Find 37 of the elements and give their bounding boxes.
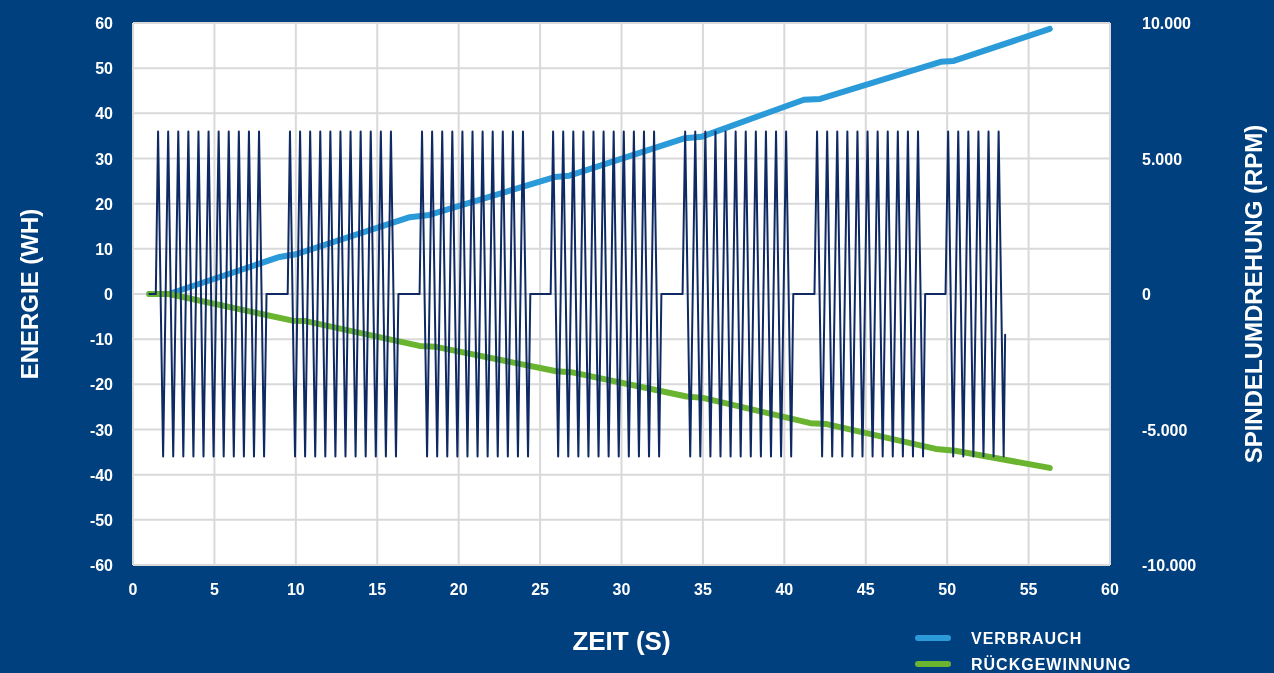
y2-tick-label: 5.000 <box>1142 150 1183 168</box>
y2-axis-title: SPINDELUMDREHUNG (RPM) <box>1240 124 1267 464</box>
y-tick-label: -10 <box>89 331 114 349</box>
y-tick-label: 0 <box>104 286 114 303</box>
y-tick-label: 20 <box>95 195 114 213</box>
x-tick-label: 60 <box>1101 581 1119 598</box>
x-axis-title: ZEIT (S) <box>572 626 671 656</box>
x-tick-label: 40 <box>775 581 794 598</box>
y-tick-label: -20 <box>89 376 114 394</box>
legend-label: VERBRAUCH <box>971 630 1083 647</box>
y-tick-label: 60 <box>95 15 114 32</box>
y-tick-label: -40 <box>89 466 114 484</box>
x-tick-label: 0 <box>128 581 138 598</box>
x-tick-label: 30 <box>612 581 631 598</box>
x-tick-label: 45 <box>856 581 875 598</box>
x-tick-label: 35 <box>694 581 712 598</box>
y-tick-label: -30 <box>89 421 114 439</box>
y2-tick-label: 10.000 <box>1142 15 1192 32</box>
y-tick-label: 10 <box>95 240 114 258</box>
y2-tick-label: 0 <box>1142 286 1151 303</box>
x-tick-label: 20 <box>449 581 468 598</box>
y-axis-title: ENERGIE (WH) <box>16 208 43 380</box>
y-tick-label: 40 <box>95 105 114 123</box>
line-series <box>148 130 1007 458</box>
y2-tick-label: -10.000 <box>1142 557 1197 574</box>
legend-label: RÜCKGEWINNUNG <box>971 655 1132 673</box>
y-tick-label: 50 <box>95 60 114 78</box>
x-tick-label: 55 <box>1019 581 1038 598</box>
y-tick-label: -60 <box>89 557 114 574</box>
x-tick-label: 50 <box>938 581 957 598</box>
y2-tick-label: -5.000 <box>1142 421 1188 439</box>
y-tick-label: -50 <box>89 511 114 529</box>
x-tick-label: 10 <box>286 581 305 598</box>
x-tick-label: 5 <box>209 581 219 598</box>
y-tick-label: 30 <box>95 150 114 168</box>
x-tick-label: 15 <box>368 581 387 598</box>
x-tick-label: 25 <box>531 581 550 598</box>
